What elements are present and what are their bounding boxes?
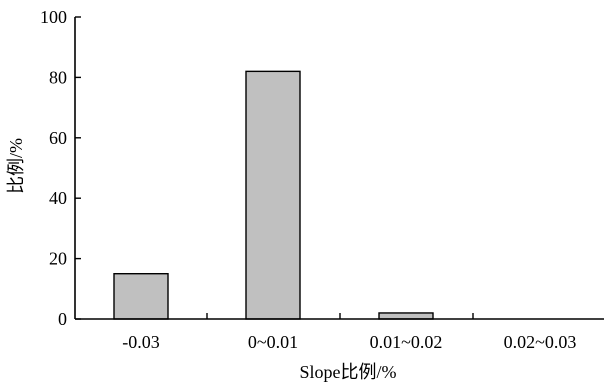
y-tick-label-1: 20 bbox=[49, 249, 67, 269]
x-axis-title: Slope比例/% bbox=[300, 362, 397, 382]
y-tick-label-0: 0 bbox=[58, 309, 67, 329]
y-tick-label-2: 40 bbox=[49, 188, 67, 208]
x-tick-label-4: 0.02~0.03 bbox=[504, 332, 577, 352]
y-axis-title: 比例/% bbox=[6, 138, 26, 194]
y-tick-label-4: 80 bbox=[49, 67, 67, 87]
ticks-layer: 0 20 40 60 80 100 -0.03 0~0.01 0.01~0.02 0.02~0.0… bbox=[40, 7, 576, 352]
y-tick-label-3: 60 bbox=[49, 128, 67, 148]
bar-3 bbox=[378, 312, 434, 320]
x-tick-label-3: 0.01~0.02 bbox=[370, 332, 443, 352]
x-tick-label-1: -0.03 bbox=[122, 332, 160, 352]
bar-1 bbox=[113, 273, 169, 320]
bars-layer bbox=[113, 70, 434, 320]
bar-2 bbox=[245, 70, 301, 320]
y-tick-label-5: 100 bbox=[40, 7, 67, 27]
x-tick-label-2: 0~0.01 bbox=[248, 332, 298, 352]
